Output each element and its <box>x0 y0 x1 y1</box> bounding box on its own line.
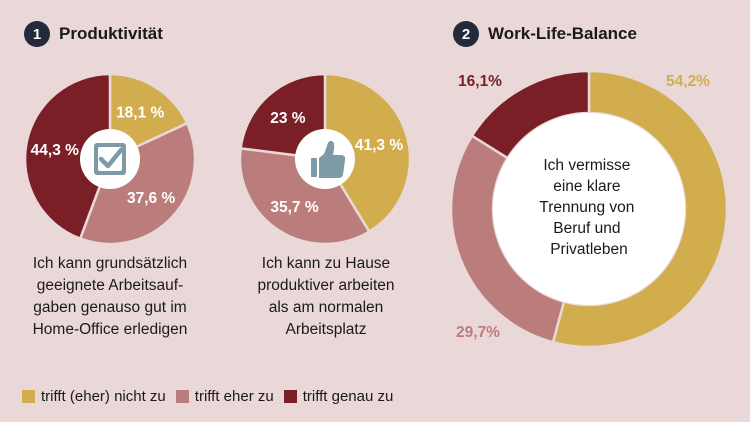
pie-slice-label: 35,7 % <box>270 199 318 216</box>
donut-center-line: Trennung von <box>539 199 634 216</box>
caption-line: Arbeitsplatz <box>285 321 367 338</box>
caption-line: Home-Office erledigen <box>32 321 188 338</box>
section-heading-work-life-balance: 2 Work-Life-Balance <box>453 20 637 48</box>
donut-center-disc <box>493 113 685 305</box>
donut-center-line: Privatleben <box>550 241 628 258</box>
section-heading-productivity: 1 Produktivität <box>24 20 163 48</box>
legend-label: trifft eher zu <box>194 388 274 405</box>
pie-slice <box>78 121 197 246</box>
legend-swatch-gold <box>22 390 35 403</box>
donut-center-line: eine klare <box>553 178 620 195</box>
donut-label-maroon: 16,1% <box>458 73 502 90</box>
legend-label: trifft (eher) nicht zu <box>41 388 166 405</box>
pie-caption-home-office-tasks: Ich kann grundsätzlich geeignete Arbeits… <box>20 253 200 341</box>
legend-swatch-rose <box>175 390 189 403</box>
pie-slice-label: 41,3 % <box>355 137 403 154</box>
legend-item: trifft (eher) nicht zu <box>22 388 166 405</box>
caption-line: gaben genauso gut im <box>33 299 187 316</box>
caption-line: produktiver arbeiten <box>257 277 395 294</box>
legend-item: trifft eher zu <box>175 388 274 405</box>
pie-slice <box>238 146 371 246</box>
donut-center-line: Beruf und <box>553 220 620 237</box>
donut-center-text: Ich vermisse eine klare Trennung von Ber… <box>539 157 638 258</box>
donut-chart-work-life-separation <box>449 69 729 349</box>
legend-item: trifft genau zu <box>283 388 394 405</box>
checkbox-check-icon <box>94 143 126 175</box>
section-title: Work-Life-Balance <box>488 24 637 43</box>
caption-line: geeignete Arbeitsauf- <box>36 277 184 294</box>
caption-line: Ich kann grundsätzlich <box>32 255 188 272</box>
pie-chart-productivity-at-home: 41,3 % 35,7 % 23 % <box>238 72 412 246</box>
pie-caption-productivity-at-home: Ich kann zu Hause produktiver arbeiten a… <box>236 253 416 341</box>
caption-line: Ich kann zu Hause <box>261 255 391 272</box>
legend-label: trifft genau zu <box>302 388 394 405</box>
section-number-badge: 2 <box>453 21 479 47</box>
chart-legend: trifft (eher) nicht zu trifft eher zu tr… <box>22 388 403 405</box>
legend-swatch-maroon <box>283 390 297 403</box>
thumbs-up-icon <box>311 140 346 178</box>
pie-slice-label: 18,1 % <box>116 105 164 122</box>
pie-slice-label: 44,3 % <box>31 142 79 159</box>
donut-center-line: Ich vermisse <box>543 157 630 174</box>
section-number-badge: 1 <box>24 21 50 47</box>
section-title: Produktivität <box>59 24 163 43</box>
caption-line: als am normalen <box>268 299 384 316</box>
pie-slice-label: 37,6 % <box>127 190 175 207</box>
donut-label-gold: 54,2% <box>666 73 710 90</box>
donut-label-rose: 29,7% <box>456 324 500 341</box>
pie-slice-label: 23 % <box>270 110 306 127</box>
pie-slice <box>23 72 112 241</box>
